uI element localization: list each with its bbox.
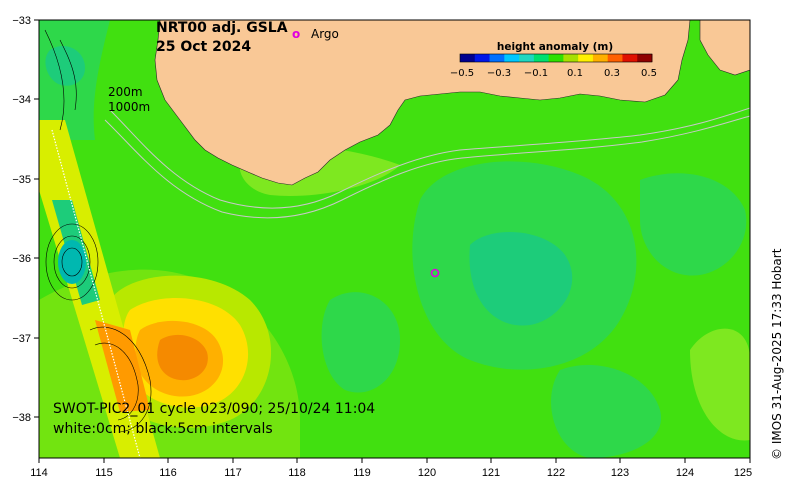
colorbar-title: height anomaly (m): [497, 41, 613, 53]
anomaly-high-east: [690, 328, 750, 441]
swot-cool-eddy: [58, 240, 86, 284]
colorbar-cell: [607, 54, 623, 62]
colorbar-cell: [474, 54, 490, 62]
colorbar-cell: [592, 54, 609, 62]
isobath-1000m: [104, 115, 750, 219]
y-tick-label: −38: [12, 412, 31, 424]
isobath-1000m-label: 1000m: [108, 100, 150, 114]
map-plot-area: [39, 20, 750, 458]
x-tick-label: 121: [482, 467, 500, 479]
colorbar-cell: [563, 54, 579, 62]
colorbar-tick: 0.1: [567, 68, 583, 79]
x-tick-label: 122: [547, 467, 565, 479]
anomaly-low-east: [640, 173, 747, 276]
isobath-200m: [109, 107, 750, 209]
colorbar-tick: 0.3: [604, 68, 620, 79]
map-date: 25 Oct 2024: [156, 39, 251, 55]
swot-contour-note: white:0cm; black:5cm intervals: [53, 421, 273, 437]
x-tick-label: 115: [95, 467, 113, 479]
cool-west-core: [45, 46, 85, 86]
colorbar-cell: [578, 54, 594, 62]
land-east: [699, 20, 750, 76]
colorbar-cell: [637, 54, 653, 62]
colorbar-tick: −0.3: [487, 68, 511, 79]
colorbar-tick: 0.5: [641, 68, 657, 79]
x-tick-label: 120: [418, 467, 436, 479]
colorbar-cell: [622, 54, 638, 62]
y-tick-label: −37: [12, 333, 31, 345]
colorbar-cell: [489, 54, 505, 62]
x-axis: 114 115 116 117 118 119 120 121 122 123 …: [30, 458, 752, 479]
colorbar-tick: −0.5: [450, 68, 474, 79]
isobath-200m-label: 200m: [108, 85, 143, 99]
x-tick-label: 119: [353, 467, 371, 479]
x-tick-label: 116: [159, 467, 177, 479]
x-tick-label: 124: [676, 467, 694, 479]
y-tick-label: −36: [12, 253, 31, 265]
map-title: NRT00 adj. GSLA: [156, 20, 288, 36]
colorbar-cell: [533, 54, 550, 62]
swot-nadir-gap: [51, 129, 141, 458]
x-tick-label: 118: [288, 467, 306, 479]
colorbar-cell: [548, 54, 564, 62]
anomaly-low-center-core: [469, 232, 573, 326]
anomaly-low-southmid: [321, 292, 400, 393]
anomaly-low-south: [551, 364, 662, 458]
colorbar-cell: [504, 54, 520, 62]
y-tick-label: −33: [12, 15, 31, 27]
y-axis: −33 −34 −35 −36 −37 −38: [12, 15, 39, 424]
argo-float: [430, 268, 440, 278]
argo-legend-label: Argo: [311, 27, 339, 41]
colorbar-cell: [519, 54, 535, 62]
colorbar: height anomaly (m) −0.5 −0.3 −0.1 0.1 0.…: [450, 41, 657, 79]
imos-credit: © IMOS 31-Aug-2025 17:33 Hobart: [770, 248, 784, 460]
plot-frame: [38, 19, 751, 459]
x-tick-label: 114: [30, 467, 48, 479]
y-tick-label: −34: [12, 94, 31, 106]
swot-caption: SWOT-PIC2_01 cycle 023/090; 25/10/24 11:…: [53, 401, 375, 417]
x-tick-label: 117: [224, 467, 242, 479]
colorbar-cell: [460, 54, 476, 62]
warm-eddy-core: [157, 334, 208, 381]
colorbar-tick: −0.1: [524, 68, 548, 79]
colorbar-frame: [459, 53, 653, 63]
x-tick-label: 123: [611, 467, 629, 479]
x-tick-label: 125: [734, 467, 752, 479]
colorbar-cells: [460, 54, 653, 62]
argo-legend-marker: o: [292, 27, 300, 41]
y-tick-label: −35: [12, 174, 31, 186]
